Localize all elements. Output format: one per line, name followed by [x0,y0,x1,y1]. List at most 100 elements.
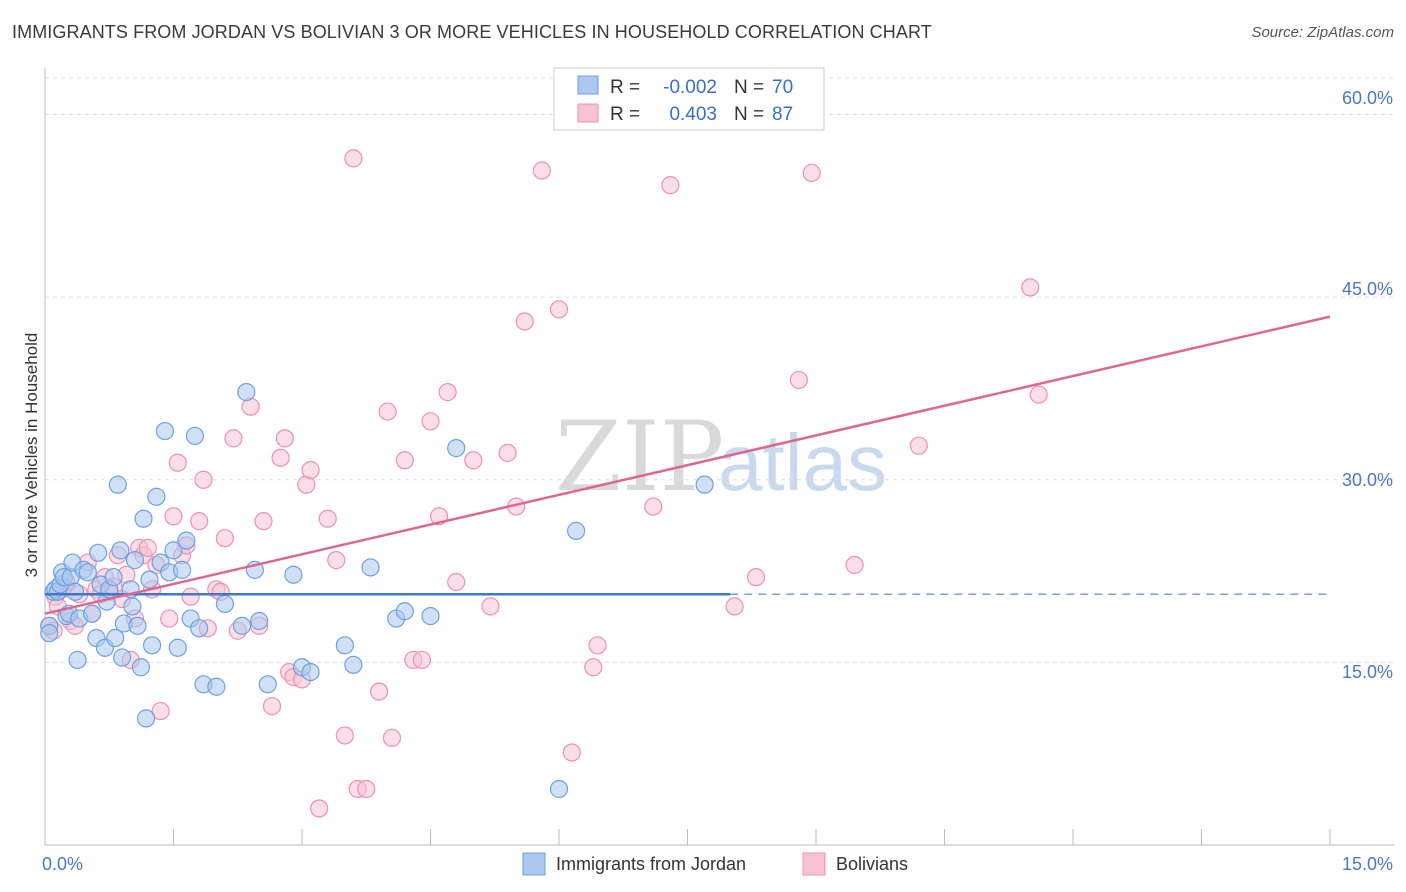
bolivia-point [1021,278,1040,297]
bolivia-point [318,509,337,528]
stats-jordan-n-value: 70 [772,77,793,98]
bolivia-point [421,412,440,431]
legend-jordan-swatch [522,852,546,876]
bolivia-point [215,529,234,548]
watermark-zip: ZIP [555,401,724,513]
y-axis-title: 3 or more Vehicles in Household [22,333,41,578]
bolivia-point [661,176,680,195]
bolivia-point [549,300,569,319]
bolivia-point [588,636,607,655]
bolivia-point [789,370,808,390]
stats-box-frame [553,67,825,131]
bolivia-point [138,538,157,558]
bolivia-point [532,161,551,180]
bolivia-point [181,587,200,606]
bolivia-point [802,163,821,183]
source-credit: Source: ZipAtlas.com [1251,24,1394,41]
jordan-point [250,611,269,631]
bolivia-point [584,658,603,677]
bolivia-point [845,555,864,575]
bolivia-point [254,512,273,531]
jordan-point [112,648,132,667]
jordan-point [108,475,127,494]
y-tick-label-15: 15.0% [1342,662,1393,682]
jordan-point [172,560,192,579]
jordan-point [185,426,205,446]
jordan-point [142,636,162,655]
bolivia-points [40,149,1048,818]
stats-box: R = -0.002 N = 70 R = 0.403 N = 87 [553,67,825,131]
bolivia-point [370,682,389,701]
bolivia-point [515,312,534,331]
jordan-point [125,551,145,570]
bolivia-point [310,799,329,818]
jordan-point [40,624,59,643]
bolivia-point [357,779,376,799]
bolivia-point [562,743,581,762]
bolivia-point [378,402,397,421]
bolivia-point [224,429,243,448]
jordan-point [258,675,277,694]
legend-bolivia-label: Bolivians [836,854,908,874]
bolivia-point [275,429,294,448]
bolivia-point [271,448,290,467]
bolivia-point [262,697,282,716]
bolivia-point [438,383,457,402]
bolivia-point [909,436,928,455]
stats-jordan-r-value: -0.002 [663,77,717,98]
jordan-point [344,655,363,674]
jordan-point [237,383,256,402]
trend-lines [44,315,1331,615]
bolivia-point [164,507,183,526]
stats-jordan-swatch [577,75,599,95]
stats-bolivia-r-value: 0.403 [669,104,717,125]
stats-bolivia-r-label: R = [610,104,640,125]
bolivia-point [746,568,766,587]
bolivia-trend-line [44,315,1331,615]
y-tick-label-60: 60.0% [1342,88,1393,108]
jordan-point [361,558,380,577]
jordan-point [111,541,130,560]
stats-jordan-n-label: N = [734,77,764,98]
jordan-point [123,597,142,616]
bolivia-point [382,728,402,747]
jordan-point [421,607,440,626]
bolivia-point [447,572,466,592]
jordan-point [68,650,87,670]
bolivia-point [335,726,354,745]
jordan-point [104,568,123,587]
jordan-point [284,565,303,584]
jordan-point [177,531,196,550]
bolivia-point [344,149,363,168]
jordan-point [447,439,466,458]
jordan-point [128,616,147,635]
legend-jordan-label: Immigrants from Jordan [556,854,746,874]
bolivia-point [498,443,517,463]
axes [44,68,1395,846]
jordan-point [147,487,166,506]
legend: Immigrants from Jordan Bolivians [522,852,908,876]
bolivia-point [301,460,320,480]
bolivia-point [395,451,414,470]
stats-bolivia-n-label: N = [734,104,764,125]
bolivia-point [481,597,500,616]
bolivia-point [194,470,213,489]
jordan-point [395,602,414,621]
bolivia-point [1029,385,1048,404]
x-tick-label-min: 0.0% [42,854,83,874]
stats-bolivia-swatch [577,103,599,123]
jordan-point [140,570,159,589]
y-tick-label-30: 30.0% [1342,470,1393,490]
stats-jordan-r-label: R = [610,77,640,98]
jordan-points [40,383,714,799]
bolivia-point [725,597,744,616]
jordan-point [695,475,714,494]
chart-title: IMMIGRANTS FROM JORDAN VS BOLIVIAN 3 OR … [12,22,932,42]
bolivia-point [160,609,179,628]
jordan-point [232,616,252,635]
jordan-point [134,509,153,528]
jordan-point [65,582,85,601]
watermark-atlas: atlas [718,418,887,507]
jordan-point [155,421,175,441]
stats-bolivia-n-value: 87 [772,104,793,125]
